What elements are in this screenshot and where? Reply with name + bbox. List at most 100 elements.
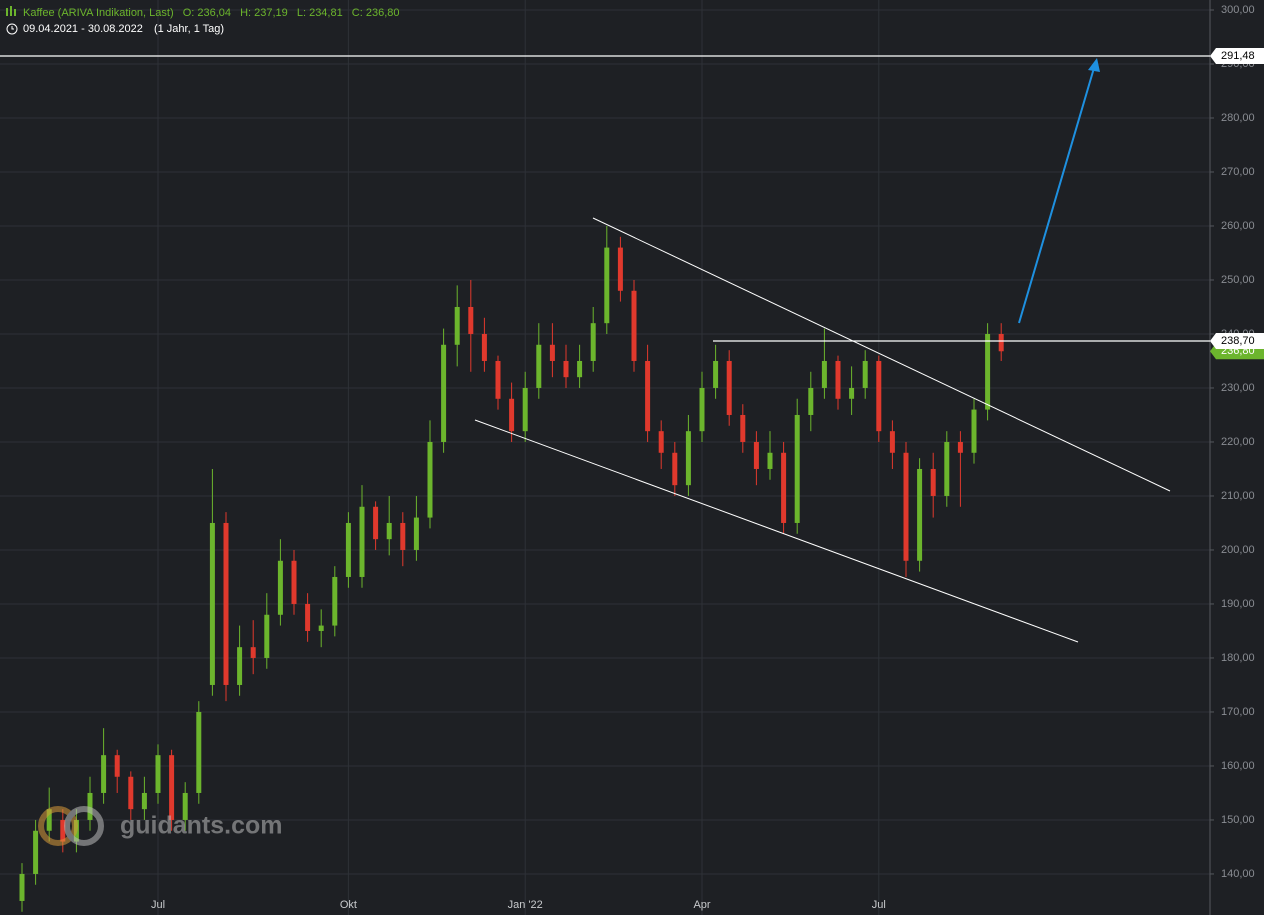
candle-body bbox=[971, 409, 977, 453]
candle-body bbox=[345, 522, 351, 577]
candle-body bbox=[155, 755, 161, 793]
candle-body bbox=[318, 625, 324, 631]
candle-body bbox=[237, 647, 243, 685]
y-tick-label: 270,00 bbox=[1221, 166, 1255, 178]
level-label: 238,70 bbox=[1221, 335, 1255, 347]
candle-body bbox=[957, 441, 963, 453]
ohlc-low: L: 234,81 bbox=[297, 7, 343, 19]
date-line: 09.04.2021 - 30.08.2022 (1 Jahr, 1 Tag) bbox=[23, 23, 224, 35]
candle-body bbox=[821, 360, 827, 388]
candle-body bbox=[985, 333, 991, 410]
candle-body bbox=[672, 452, 678, 486]
level-box bbox=[1210, 332, 1264, 349]
candle-body bbox=[33, 830, 39, 874]
candle-body bbox=[658, 431, 664, 453]
candle-body bbox=[794, 414, 800, 523]
ohlc-close: C: 236,80 bbox=[352, 7, 400, 19]
candle-body bbox=[699, 387, 705, 432]
y-tick-label: 200,00 bbox=[1221, 544, 1255, 556]
y-tick-label: 210,00 bbox=[1221, 490, 1255, 502]
candle-body bbox=[128, 776, 134, 810]
candle-body bbox=[87, 792, 93, 820]
candle-body bbox=[332, 576, 338, 626]
trendline-upper bbox=[592, 217, 1171, 492]
candle-body bbox=[427, 441, 433, 518]
level-box bbox=[1210, 47, 1264, 64]
candle-body bbox=[781, 452, 787, 523]
candle-body bbox=[141, 792, 147, 810]
header: Kaffee (ARIVA Indikation, Last) O: 236,0… bbox=[6, 6, 399, 35]
candle-body bbox=[753, 441, 759, 469]
candle-body bbox=[400, 522, 406, 550]
candle-body bbox=[713, 360, 719, 388]
clock-icon bbox=[6, 23, 18, 35]
candle-body bbox=[522, 387, 528, 432]
candle-body bbox=[264, 614, 270, 658]
y-tick-label: 190,00 bbox=[1221, 598, 1255, 610]
y-tick-label: 180,00 bbox=[1221, 652, 1255, 664]
candle-body bbox=[617, 247, 623, 291]
candle-body bbox=[182, 792, 188, 820]
candle-body bbox=[291, 560, 297, 604]
y-tick-label: 170,00 bbox=[1221, 706, 1255, 718]
y-tick-label: 140,00 bbox=[1221, 868, 1255, 880]
candles bbox=[19, 225, 1004, 912]
target-arrow bbox=[1018, 67, 1095, 324]
candle-body bbox=[454, 306, 460, 345]
candle-body bbox=[944, 441, 950, 496]
y-tick-label: 300,00 bbox=[1221, 4, 1255, 16]
candle-body bbox=[223, 522, 229, 685]
logo-ring bbox=[38, 806, 78, 846]
candle-body bbox=[645, 360, 651, 432]
arrow-head bbox=[1088, 58, 1100, 72]
candle-body bbox=[169, 755, 175, 820]
candle-body bbox=[441, 344, 447, 442]
candle-body bbox=[849, 387, 855, 399]
x-tick-label: Jan '22 bbox=[508, 899, 543, 911]
candle-body bbox=[386, 522, 392, 540]
logo-ring bbox=[64, 806, 104, 846]
candle-body bbox=[767, 452, 773, 469]
ohlc-high: H: 237,19 bbox=[240, 7, 288, 19]
candle-body bbox=[998, 333, 1004, 352]
candle-body bbox=[373, 506, 379, 540]
watermark-text: guidants.com bbox=[120, 812, 283, 840]
candle-body bbox=[631, 290, 637, 361]
candle-body bbox=[250, 647, 256, 658]
candle-body bbox=[19, 873, 25, 901]
candle-body bbox=[563, 360, 569, 378]
x-tick-label: Apr bbox=[693, 899, 710, 911]
trendline-lower bbox=[474, 419, 1079, 643]
candle-body bbox=[481, 333, 487, 361]
candle-body bbox=[536, 344, 542, 388]
candle-body bbox=[305, 603, 311, 631]
y-tick-label: 160,00 bbox=[1221, 760, 1255, 772]
candle-body bbox=[917, 468, 923, 561]
x-tick-label: Okt bbox=[340, 899, 357, 911]
icon bbox=[14, 9, 16, 16]
ohlc-open: O: 236,04 bbox=[183, 7, 231, 19]
candle-body bbox=[740, 414, 746, 442]
interval: (1 Jahr, 1 Tag) bbox=[154, 23, 224, 35]
candle-body bbox=[876, 360, 882, 432]
candle-body bbox=[889, 431, 895, 453]
y-tick-label: 250,00 bbox=[1221, 274, 1255, 286]
candle-body bbox=[808, 387, 814, 415]
candle-body bbox=[930, 468, 936, 496]
candle-body bbox=[114, 755, 120, 777]
candle-body bbox=[590, 323, 596, 361]
candle-body bbox=[101, 755, 107, 793]
x-tick-label: Jul bbox=[872, 899, 886, 911]
candle-body bbox=[196, 711, 202, 793]
candle-body bbox=[509, 398, 515, 432]
candle-body bbox=[549, 344, 555, 361]
header-line: Kaffee (ARIVA Indikation, Last) O: 236,0… bbox=[23, 7, 399, 19]
watermark: guidants.com bbox=[38, 806, 283, 846]
date-range: 09.04.2021 - 30.08.2022 bbox=[23, 23, 143, 35]
candle-body bbox=[60, 819, 66, 842]
candle-body bbox=[495, 360, 501, 399]
